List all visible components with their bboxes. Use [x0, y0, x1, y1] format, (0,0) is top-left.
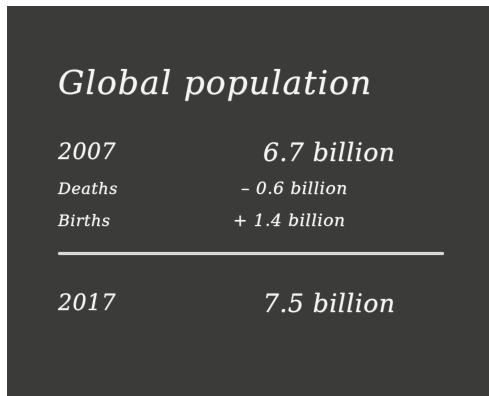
deaths-value: – 0.6 billion: [241, 179, 348, 199]
start-year-label: 2007: [58, 140, 116, 165]
sum-divider-line: [58, 252, 444, 255]
end-year-label: 2017: [58, 291, 116, 316]
chalkboard: Global population 2007 6.7 billion Death…: [7, 6, 489, 396]
end-population-value: 7.5 billion: [263, 289, 396, 318]
deaths-label: Deaths: [58, 179, 118, 198]
start-population-value: 6.7 billion: [263, 138, 396, 167]
births-value: + 1.4 billion: [233, 211, 346, 231]
board-title: Global population: [58, 63, 373, 102]
births-label: Births: [58, 211, 111, 230]
